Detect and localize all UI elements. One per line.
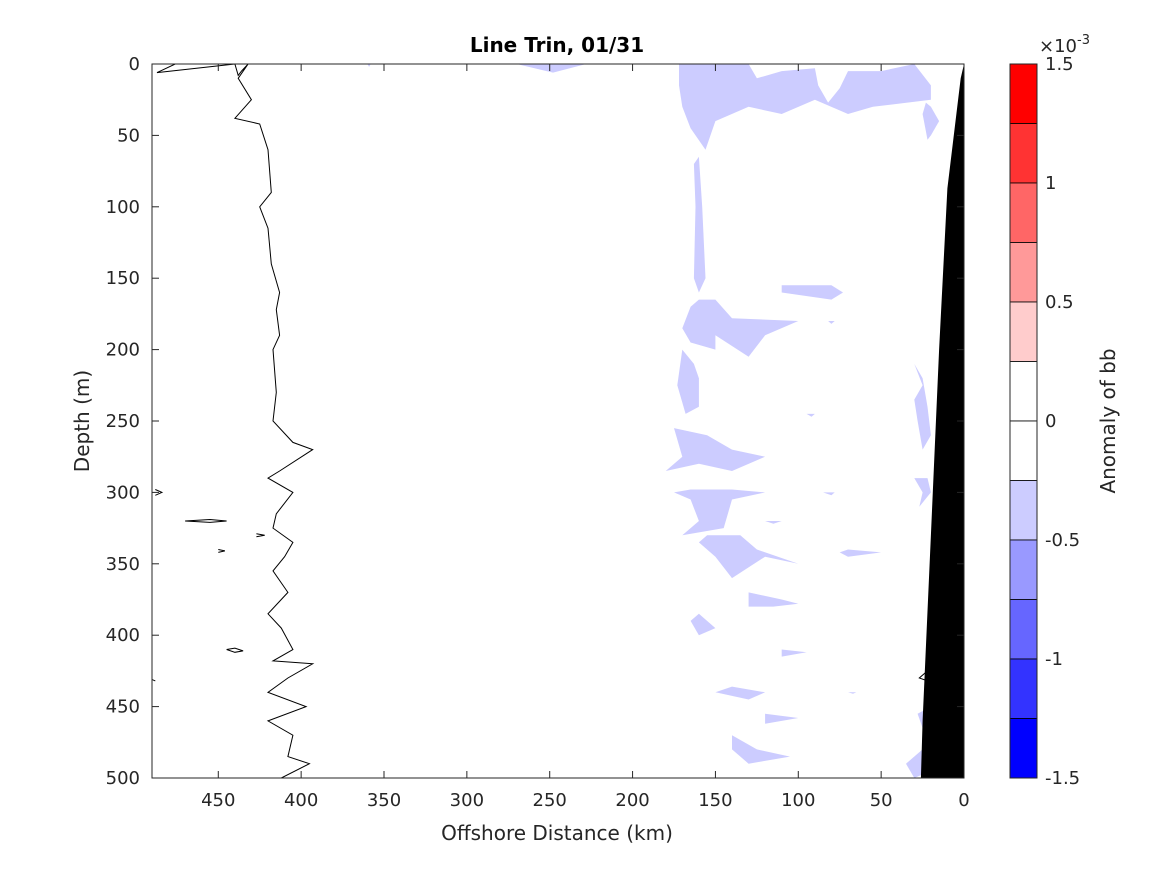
- anomaly-patch-15: [765, 521, 782, 524]
- y-axis-title: Depth (m): [70, 370, 94, 472]
- y-tick-label-500: 500: [106, 768, 140, 789]
- x-tick-label-150: 150: [698, 790, 732, 811]
- y-tick-label-350: 350: [106, 554, 140, 575]
- colorbar-tick-label-5: -1: [1045, 649, 1063, 670]
- x-tick-label-250: 250: [533, 790, 567, 811]
- anomaly-patch-22: [848, 692, 857, 694]
- anomaly-patch-7: [828, 321, 835, 324]
- colorbar-level-0: [1009, 63, 1038, 124]
- zero-contour-small-1: [185, 518, 227, 523]
- colorbar-tick-label-2: 0.5: [1045, 292, 1074, 313]
- colorbar-level-7: [1009, 480, 1038, 541]
- y-tick-label-100: 100: [106, 197, 140, 218]
- zero-contour-small-0: [155, 489, 164, 496]
- x-tick-label-0: 0: [958, 790, 969, 811]
- y-tick-label-0: 0: [129, 54, 140, 75]
- colorbar-level-9: [1009, 599, 1038, 660]
- anomaly-patch-1: [367, 64, 371, 67]
- x-axis-title: Offshore Distance (km): [441, 821, 673, 845]
- x-tick-label-300: 300: [450, 790, 484, 811]
- chart-title: Line Trin, 01/31: [470, 33, 644, 57]
- y-tick-label-300: 300: [106, 482, 140, 503]
- x-tick-label-400: 400: [284, 790, 318, 811]
- colorbar-exponent: ×10-3: [1039, 33, 1090, 57]
- anomaly-patch-18: [748, 592, 799, 607]
- anomaly-patch-14: [698, 535, 799, 579]
- x-tick-label-450: 450: [201, 790, 235, 811]
- y-tick-label-450: 450: [106, 697, 140, 718]
- colorbar-tick-label-1: 1: [1045, 173, 1056, 194]
- anomaly-patch-2: [679, 64, 931, 150]
- colorbar-tick-label-3: 0: [1045, 411, 1056, 432]
- x-tick-label-100: 100: [781, 790, 815, 811]
- plot-area: [152, 64, 964, 778]
- x-tick-label-350: 350: [367, 790, 401, 811]
- y-tick-label-250: 250: [106, 411, 140, 432]
- anomaly-patch-9: [914, 363, 931, 450]
- colorbar-level-10: [1009, 658, 1038, 719]
- anomaly-patch-23: [765, 713, 799, 724]
- zero-contour-small-4: [226, 647, 244, 653]
- colorbar-exponent-power: -3: [1077, 33, 1090, 48]
- y-tick-label-400: 400: [106, 625, 140, 646]
- colorbar-level-2: [1009, 182, 1038, 243]
- anomaly-patch-24: [732, 735, 790, 764]
- y-tick-label-200: 200: [106, 340, 140, 361]
- anomaly-patch-8: [677, 349, 699, 414]
- anomaly-patch-16: [823, 492, 835, 496]
- colorbar-level-5: [1009, 361, 1038, 422]
- zero-contour-small-5: [152, 678, 156, 683]
- colorbar-level-3: [1009, 242, 1038, 303]
- colorbar-tick-label-0: 1.5: [1045, 54, 1074, 75]
- anomaly-patch-6: [682, 299, 799, 357]
- anomaly-patch-13: [674, 489, 766, 536]
- y-tick-label-150: 150: [106, 268, 140, 289]
- colorbar: 1.5 1 0.5 0 -0.5 -1 -1.5: [1009, 54, 1080, 789]
- anomaly-patch-17: [839, 549, 882, 557]
- zero-contour-line: [156, 64, 315, 778]
- x-tick-label-50: 50: [870, 790, 893, 811]
- colorbar-level-8: [1009, 539, 1038, 600]
- colorbar-level-11: [1009, 718, 1038, 779]
- colorbar-level-4: [1009, 301, 1038, 362]
- anomaly-patch-12: [914, 478, 931, 507]
- anomaly-patch-19: [690, 613, 716, 636]
- y-tick-label-50: 50: [117, 125, 140, 146]
- colorbar-tick-label-4: -0.5: [1045, 530, 1080, 551]
- colorbar-frame: [1009, 63, 1038, 779]
- colorbar-tick-label-6: -1.5: [1045, 768, 1080, 789]
- anomaly-patch-0: [516, 64, 587, 73]
- plot-content: [152, 64, 964, 778]
- zero-contour-small-2: [256, 533, 265, 538]
- anomaly-patch-3: [922, 102, 940, 140]
- plot-background: [152, 64, 964, 778]
- anomaly-patch-10: [806, 413, 815, 417]
- axes: 450 400 350 300 250 200 150 100 50 00501001502002…: [106, 54, 970, 811]
- anomaly-patch-4: [693, 156, 706, 293]
- colorbar-level-6: [1009, 420, 1038, 481]
- anomaly-patch-20: [781, 649, 807, 657]
- x-tick-label-200: 200: [615, 790, 649, 811]
- colorbar-level-1: [1009, 123, 1038, 184]
- anomaly-patch-5: [781, 285, 843, 300]
- colorbar-exponent-base: ×10: [1039, 36, 1077, 57]
- anomaly-patch-11: [665, 428, 766, 471]
- anomaly-patch-21: [715, 686, 766, 700]
- zero-contour-small-3: [218, 549, 226, 553]
- bathymetry-shelf: [920, 64, 964, 778]
- colorbar-title: Anomaly of bb: [1096, 348, 1120, 493]
